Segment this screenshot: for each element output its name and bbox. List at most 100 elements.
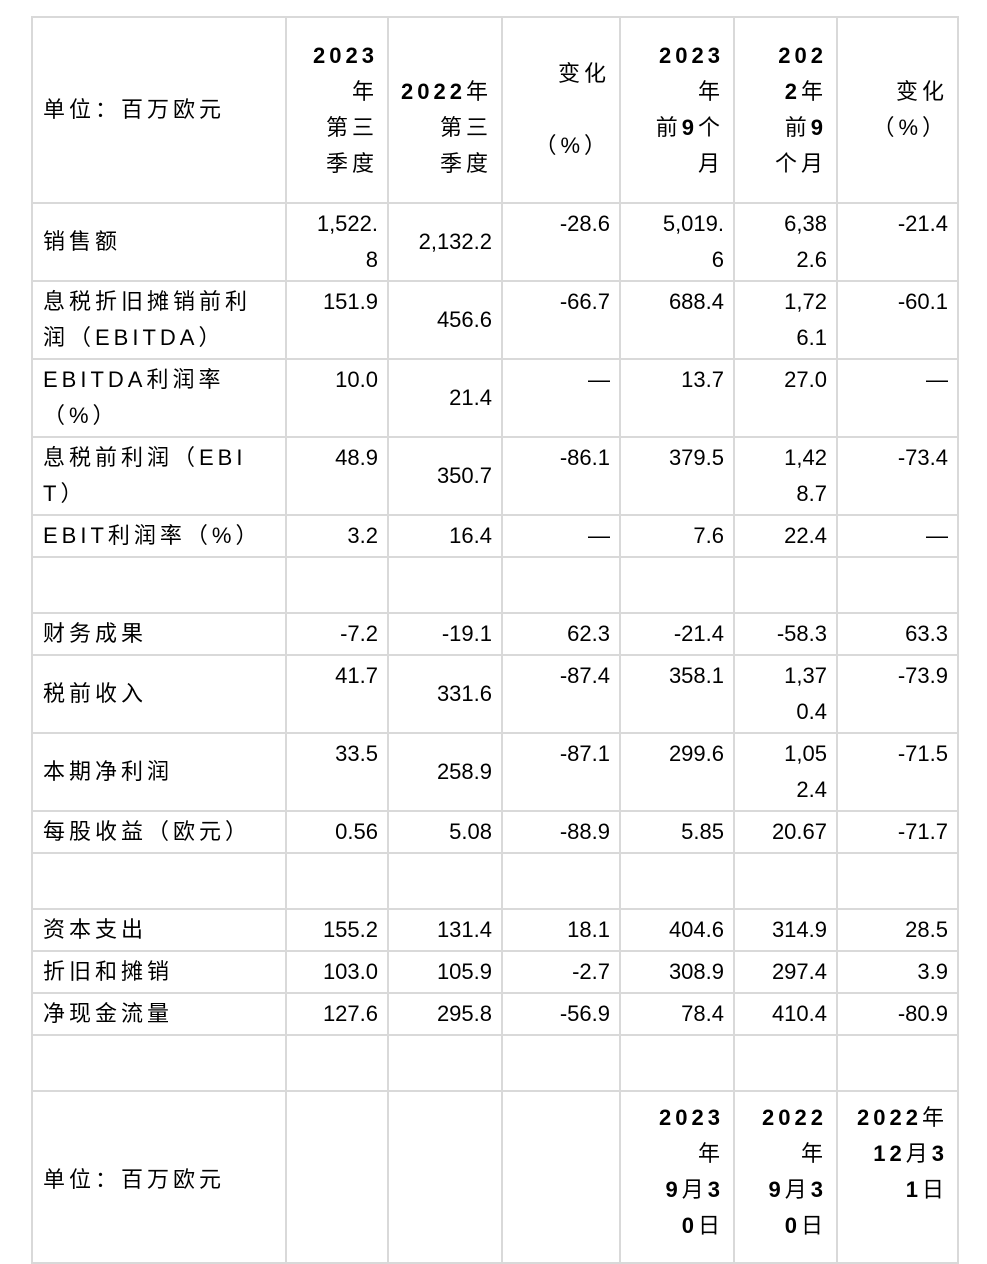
bottom-header-col2-empty: [285, 1090, 389, 1264]
sales-value-change-q3: -28.6: [501, 202, 621, 282]
row-ebitda: 息税折旧摊销前利 润（EBITDA） 151.9 456.6 -66.7 688.4 1,7…: [31, 280, 959, 360]
capex-value-9m-2023: 404.6: [619, 908, 735, 952]
row-ebit: 息税前利润（EBI T） 48.9 350.7 -86.1 379.5 1,42 8.7 -73…: [31, 436, 959, 516]
ebitda-margin-value-9m-2023: 13.7: [619, 358, 735, 438]
row-financial-result: 财务成果 -7.2 -19.1 62.3 -21.4 -58.3 63.3: [31, 612, 959, 656]
spacer-1-cell: [387, 556, 503, 614]
ebitda-margin-value-q3-2022: 21.4: [387, 358, 503, 438]
net-cash-flow-value-change-9m: -80.9: [836, 992, 959, 1036]
spacer-3-cell: [387, 1034, 503, 1092]
pretax-income-value-9m-2023: 358.1: [619, 654, 735, 734]
eps-value-9m-2022: 20.67: [733, 810, 838, 854]
depreciation-amortization-value-q3-2022: 105.9: [387, 950, 503, 994]
bottom-header-date-2022-09-30: 2022 年 9月3 0日: [733, 1090, 838, 1264]
financial-result-value-q3-2023: -7.2: [285, 612, 389, 656]
net-income-value-change-q3: -87.1: [501, 732, 621, 812]
top-header-col-change-q3: 变化 （%）: [501, 16, 621, 204]
sales-value-q3-2023: 1,522. 8: [285, 202, 389, 282]
table-body: 单位：百万欧元 2023 年第三 季度 2022年 第三 季度 变化 （%） 2023 年前9个月 2…: [31, 16, 959, 1264]
depreciation-amortization-value-change-q3: -2.7: [501, 950, 621, 994]
net-cash-flow-value-change-q3: -56.9: [501, 992, 621, 1036]
spacer-3-cell: [501, 1034, 621, 1092]
spacer-1-cell: [619, 556, 735, 614]
depreciation-amortization-value-9m-2023: 308.9: [619, 950, 735, 994]
spacer-2-cell: [501, 852, 621, 910]
top-header-col-change-9m: 变化 （%）: [836, 16, 959, 204]
ebitda-value-q3-2022: 456.6: [387, 280, 503, 360]
top-header-col-q3-2023: 2023 年第三 季度: [285, 16, 389, 204]
top-header-col-9m-2022: 202 2年 前9 个月: [733, 16, 838, 204]
financial-result-value-9m-2023: -21.4: [619, 612, 735, 656]
spacer-3-cell: [836, 1034, 959, 1092]
sales-label: 销售额: [31, 202, 287, 282]
page: { "page": { "background_color": "#ffffff…: [0, 16, 987, 1264]
top-header-row: 单位：百万欧元 2023 年第三 季度 2022年 第三 季度 变化 （%） 2023 年前9个月 2…: [31, 16, 959, 204]
row-ebit-margin: EBIT利润率（%） 3.2 16.4—7.6 22.4—: [31, 514, 959, 558]
ebit-margin-value-q3-2023: 3.2: [285, 514, 389, 558]
row-net-income: 本期净利润 33.5 258.9 -87.1 299.6 1,05 2.4 -71.5: [31, 732, 959, 812]
spacer-2-cell: [31, 852, 287, 910]
eps-value-q3-2023: 0.56: [285, 810, 389, 854]
ebit-margin-value-q3-2022: 16.4: [387, 514, 503, 558]
spacer-1-cell: [501, 556, 621, 614]
net-income-value-q3-2022: 258.9: [387, 732, 503, 812]
row-spacer-1: [31, 556, 959, 614]
depreciation-amortization-value-q3-2023: 103.0: [285, 950, 389, 994]
depreciation-amortization-value-9m-2022: 297.4: [733, 950, 838, 994]
spacer-1-cell: [733, 556, 838, 614]
ebit-margin-value-9m-2023: 7.6: [619, 514, 735, 558]
row-eps: 每股收益（欧元） 0.56 5.08 -88.9 5.85 20.67 -71.7: [31, 810, 959, 854]
row-spacer-3: [31, 1034, 959, 1092]
bottom-header-col4-empty: [501, 1090, 621, 1264]
capex-value-q3-2023: 155.2: [285, 908, 389, 952]
sales-value-change-9m: -21.4: [836, 202, 959, 282]
pretax-income-value-q3-2022: 331.6: [387, 654, 503, 734]
capex-value-q3-2022: 131.4: [387, 908, 503, 952]
net-cash-flow-value-9m-2023: 78.4: [619, 992, 735, 1036]
pretax-income-label: 税前收入: [31, 654, 287, 734]
top-header-col-9m-2023: 2023 年前9个月: [619, 16, 735, 204]
net-income-value-q3-2023: 33.5: [285, 732, 389, 812]
row-sales: 销售额 1,522. 8 2,132.2 -28.6 5,019. 6 6,38 2.6 -21.…: [31, 202, 959, 282]
spacer-2-cell: [733, 852, 838, 910]
spacer-1-cell: [285, 556, 389, 614]
financial-result-value-9m-2022: -58.3: [733, 612, 838, 656]
row-depreciation-amortization: 折旧和摊销 103.0 105.9 -2.7 308.9 297.4 3.9: [31, 950, 959, 994]
spacer-2-cell: [836, 852, 959, 910]
ebit-margin-label: EBIT利润率（%）: [31, 514, 287, 558]
net-income-value-9m-2022: 1,05 2.4: [733, 732, 838, 812]
bottom-header-unit-label: 单位：百万欧元: [31, 1090, 287, 1264]
spacer-3-cell: [619, 1034, 735, 1092]
net-income-value-9m-2023: 299.6: [619, 732, 735, 812]
bottom-header-date-2023-09-30: 2023 年 9月3 0日: [619, 1090, 735, 1264]
ebit-label: 息税前利润（EBI T）: [31, 436, 287, 516]
capex-label: 资本支出: [31, 908, 287, 952]
spacer-2-cell: [285, 852, 389, 910]
top-header-col-q3-2022: 2022年 第三 季度: [387, 16, 503, 204]
depreciation-amortization-value-change-9m: 3.9: [836, 950, 959, 994]
pretax-income-value-q3-2023: 41.7: [285, 654, 389, 734]
row-pretax-income: 税前收入 41.7 331.6 -87.4 358.1 1,37 0.4 -73.9: [31, 654, 959, 734]
spacer-3-cell: [733, 1034, 838, 1092]
pretax-income-value-change-9m: -73.9: [836, 654, 959, 734]
capex-value-change-9m: 28.5: [836, 908, 959, 952]
spacer-1-cell: [836, 556, 959, 614]
eps-value-q3-2022: 5.08: [387, 810, 503, 854]
ebit-margin-value-change-q3: —: [501, 514, 621, 558]
ebitda-margin-label: EBITDA利润率 （%）: [31, 358, 287, 438]
eps-label: 每股收益（欧元）: [31, 810, 287, 854]
ebit-margin-value-9m-2022: 22.4: [733, 514, 838, 558]
capex-value-change-q3: 18.1: [501, 908, 621, 952]
net-income-value-change-9m: -71.5: [836, 732, 959, 812]
row-ebitda-margin: EBITDA利润率 （%） 10.0 21.4—13.7 27.0—: [31, 358, 959, 438]
eps-value-change-q3: -88.9: [501, 810, 621, 854]
bottom-header-col3-empty: [387, 1090, 503, 1264]
ebitda-value-9m-2023: 688.4: [619, 280, 735, 360]
net-cash-flow-value-q3-2022: 295.8: [387, 992, 503, 1036]
row-capex: 资本支出 155.2 131.4 18.1 404.6 314.9 28.5: [31, 908, 959, 952]
row-net-cash-flow: 净现金流量 127.6 295.8 -56.9 78.4 410.4 -80.9: [31, 992, 959, 1036]
bottom-header-date-2022-12-31: 2022年 12月3 1日: [836, 1090, 959, 1264]
ebit-value-9m-2022: 1,42 8.7: [733, 436, 838, 516]
sales-value-9m-2023: 5,019. 6: [619, 202, 735, 282]
top-header-unit-label: 单位：百万欧元: [31, 16, 287, 204]
